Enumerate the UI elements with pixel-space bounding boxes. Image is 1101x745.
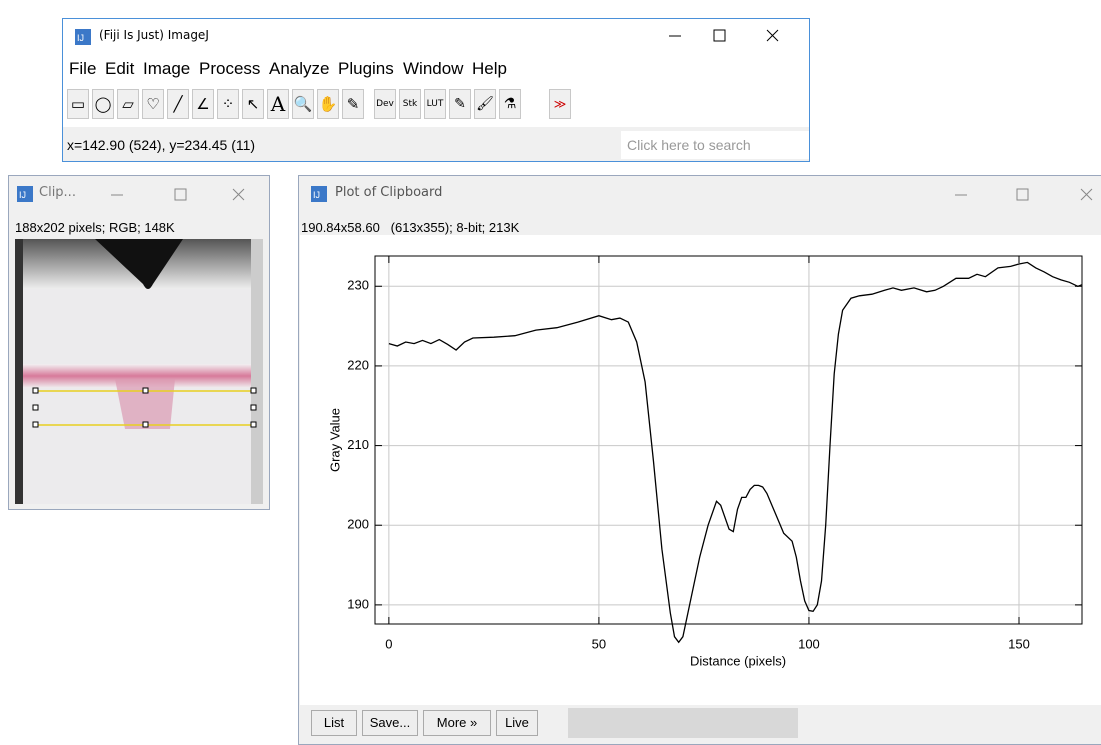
desktop: IJ (Fiji Is Just) ImageJ File Edit Image Pr…: [0, 0, 1101, 738]
y-tick-label: 220: [347, 357, 369, 372]
app-icon: IJ: [311, 186, 327, 202]
y-tick-label: 210: [347, 437, 369, 452]
menu-item[interactable]: Plugins: [338, 59, 394, 79]
tool-button[interactable]: ✎: [342, 89, 364, 119]
x-tick-label: 100: [798, 636, 820, 651]
y-tick-label: 230: [347, 278, 369, 293]
status-text: x=142.90 (524), y=234.45 (11): [67, 137, 255, 153]
tool-button[interactable]: ▭: [67, 89, 89, 119]
plot-button[interactable]: List: [311, 710, 357, 736]
plot-info: 190.84x58.60 (613x355); 8-bit; 213K: [301, 220, 519, 235]
plot-frame: [375, 256, 1082, 624]
image-window: IJ Clip... 188x202 pixels; RGB; 148K: [8, 175, 270, 510]
svg-text:IJ: IJ: [19, 190, 26, 200]
tool-button[interactable]: Stk: [399, 89, 421, 119]
status-field: [568, 708, 798, 738]
window-title: Clip...: [39, 185, 76, 200]
menu-item[interactable]: Help: [472, 59, 507, 79]
menu-item[interactable]: Process: [199, 59, 260, 79]
app-icon: IJ: [75, 29, 91, 45]
plot-button[interactable]: More »: [423, 710, 491, 736]
tool-button[interactable]: Dev: [374, 89, 396, 119]
tool-button[interactable]: ⁘: [217, 89, 239, 119]
tool-button[interactable]: ↖: [242, 89, 264, 119]
tool-button[interactable]: ♡: [142, 89, 164, 119]
tool-button[interactable]: ▱: [117, 89, 139, 119]
menu-item[interactable]: Window: [403, 59, 463, 79]
imagej-window: IJ (Fiji Is Just) ImageJ File Edit Image Pr…: [62, 18, 810, 162]
y-tick-label: 200: [347, 517, 369, 532]
menu-item[interactable]: File: [69, 59, 96, 79]
window-controls[interactable]: [939, 184, 1099, 206]
menu-item[interactable]: Edit: [105, 59, 134, 79]
menu-item[interactable]: Image: [143, 59, 190, 79]
tool-button[interactable]: ≫: [549, 89, 571, 119]
svg-text:IJ: IJ: [313, 190, 320, 200]
tool-button[interactable]: A: [267, 89, 289, 119]
app-icon: IJ: [17, 186, 33, 202]
search-box[interactable]: Click here to search: [621, 131, 810, 159]
y-axis-label: Gray Value: [327, 408, 342, 472]
data-line: [389, 262, 1082, 642]
y-tick-label: 190: [347, 596, 369, 611]
x-tick-label: 150: [1008, 636, 1030, 651]
x-axis-label: Distance (pixels): [690, 653, 786, 668]
window-controls[interactable]: [99, 184, 269, 206]
tool-button[interactable]: LUT: [424, 89, 446, 119]
tool-button[interactable]: ∠: [192, 89, 214, 119]
window-title: (Fiji Is Just) ImageJ: [99, 28, 209, 42]
plot-area: Distance (pixels) Gray Value 190 200 210 22…: [300, 235, 1101, 705]
tool-button[interactable]: ◯: [92, 89, 114, 119]
tool-button[interactable]: 🖌: [474, 89, 496, 119]
image-canvas: [15, 239, 263, 504]
tool-button[interactable]: 🔍: [292, 89, 314, 119]
tool-button[interactable]: ╱: [167, 89, 189, 119]
tool-button[interactable]: ✎: [449, 89, 471, 119]
window-controls[interactable]: [663, 25, 803, 47]
tool-button[interactable]: ⚗: [499, 89, 521, 119]
tool-button[interactable]: ✋: [317, 89, 339, 119]
window-title: Plot of Clipboard: [335, 185, 442, 200]
plot-button[interactable]: Save...: [362, 710, 418, 736]
x-tick-label: 50: [592, 636, 606, 651]
svg-text:IJ: IJ: [77, 33, 84, 43]
plot-button[interactable]: Live: [496, 710, 538, 736]
x-tick-label: 0: [385, 636, 392, 651]
menu-item[interactable]: Analyze: [269, 59, 329, 79]
image-info: 188x202 pixels; RGB; 148K: [15, 220, 175, 235]
